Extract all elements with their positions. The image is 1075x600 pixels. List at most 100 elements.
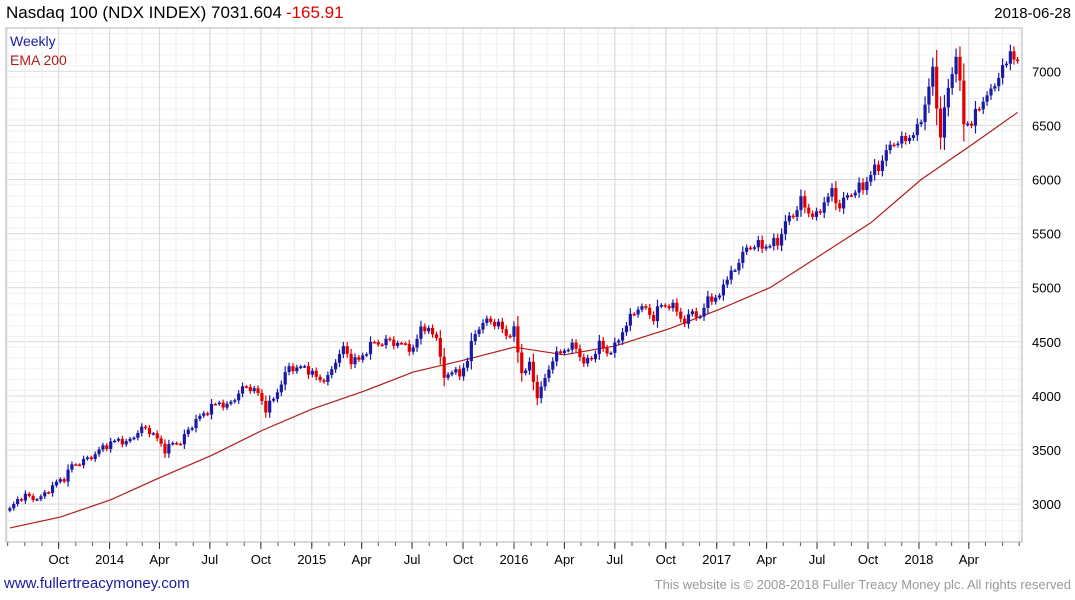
price-bar [345, 342, 349, 358]
price-bar [830, 183, 834, 202]
price-bar [198, 413, 202, 422]
price-bar [1015, 56, 1020, 64]
price-bar [652, 311, 656, 325]
price-bar [8, 506, 12, 513]
x-tick-label: Oct [453, 552, 474, 567]
website-link[interactable]: www.fullertreacymoney.com [4, 575, 190, 592]
price-bar [620, 327, 625, 345]
price-bar [481, 319, 485, 334]
price-bar [496, 318, 501, 330]
price-bar [981, 96, 985, 115]
legend-ema: EMA 200 [10, 52, 67, 68]
price-bar [671, 299, 675, 312]
price-bar [47, 491, 51, 495]
price-bar [690, 308, 694, 317]
price-bar [1001, 58, 1005, 85]
price-bar [648, 303, 652, 319]
price-bar [271, 397, 276, 403]
chart-legend: Weekly EMA 200 [10, 32, 67, 70]
price-bar [938, 96, 943, 150]
price-bar [799, 189, 803, 217]
x-tick-label: 2017 [702, 552, 731, 567]
y-tick-label: 6000 [1032, 172, 1061, 187]
price-bar [31, 493, 35, 503]
price-bar [512, 321, 516, 342]
price-bar [706, 290, 710, 314]
price-bar [663, 303, 667, 308]
price-bar [132, 436, 136, 441]
price-bar [434, 331, 439, 341]
price-bar [392, 336, 396, 350]
price-bar [19, 497, 24, 502]
price-bar [248, 384, 252, 394]
price-bar [640, 303, 644, 313]
price-bar [144, 425, 148, 430]
price-bar [337, 349, 342, 368]
price-bar [384, 335, 388, 349]
price-bar [454, 366, 458, 375]
price-bar [23, 490, 27, 504]
title-change: -165.91 [285, 3, 344, 22]
price-bar [178, 442, 183, 446]
price-bar [869, 170, 873, 186]
price-bar [74, 463, 78, 466]
price-bar [954, 48, 958, 83]
price-bar [240, 382, 245, 398]
price-bar [78, 463, 82, 467]
price-bar [465, 357, 470, 372]
price-bar [62, 477, 66, 484]
x-tick-label: Oct [858, 552, 879, 567]
price-bar [206, 411, 210, 417]
price-bar [334, 359, 338, 373]
price-bar [357, 354, 361, 362]
price-bar [151, 431, 155, 436]
price-bar [593, 350, 598, 363]
price-bar [403, 341, 408, 346]
price-bar [299, 364, 303, 370]
price-bar [225, 401, 229, 411]
price-bar [314, 367, 318, 381]
price-bar [97, 446, 101, 457]
price-bar [310, 368, 314, 378]
price-bar [737, 258, 741, 275]
price-bar [783, 215, 788, 241]
price-bar [396, 340, 400, 349]
price-bar [485, 315, 489, 326]
price-bar [535, 374, 539, 406]
price-bar [233, 398, 237, 404]
x-tick-label: 2014 [95, 552, 124, 567]
price-bar [834, 180, 838, 211]
price-bar [493, 319, 497, 330]
y-tick-label: 3000 [1032, 497, 1061, 512]
price-bar [260, 389, 264, 405]
price-bar [566, 348, 570, 353]
price-bar [756, 235, 760, 252]
x-tick-label: Oct [656, 552, 677, 567]
price-bar [295, 364, 299, 374]
price-bar [221, 399, 225, 411]
price-bar [644, 304, 648, 310]
price-bar [361, 352, 365, 363]
price-bar [430, 324, 435, 338]
price-bar [857, 177, 861, 198]
price-bar [900, 131, 904, 149]
price-bar [539, 381, 543, 404]
price-bar [120, 435, 124, 448]
price-bar [140, 423, 144, 437]
price-bar [116, 437, 121, 443]
price-bar [586, 354, 590, 367]
price-bar [380, 343, 384, 347]
x-tick-label: Jul [404, 552, 421, 567]
price-bar [853, 189, 857, 199]
chart-date: 2018-06-28 [994, 5, 1071, 22]
price-bar [861, 178, 865, 195]
price-bar [636, 306, 640, 318]
price-bar [667, 303, 671, 311]
price-bar [376, 339, 380, 347]
price-bar [814, 207, 819, 221]
price-bar [520, 343, 524, 382]
legend-weekly: Weekly [10, 33, 56, 49]
price-bar [58, 477, 62, 484]
price-bar [458, 365, 462, 381]
